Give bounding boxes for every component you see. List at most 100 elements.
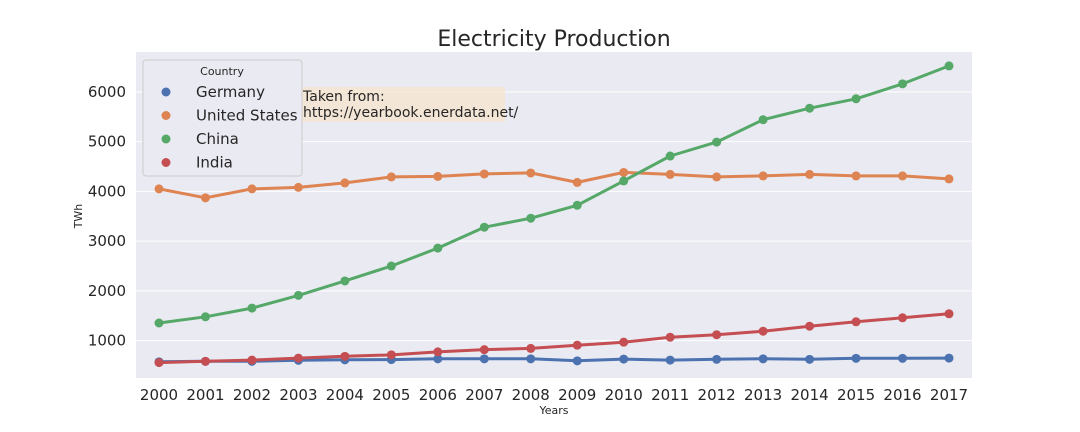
data-point-united-states	[944, 174, 954, 184]
legend-title: Country	[200, 65, 244, 78]
data-point-india	[200, 356, 210, 366]
data-point-india	[479, 345, 489, 355]
data-point-germany	[526, 354, 536, 364]
data-point-united-states	[572, 177, 582, 187]
x-tick-label: 2001	[186, 386, 224, 404]
data-point-united-states	[433, 171, 443, 181]
x-tick-label: 2015	[837, 386, 875, 404]
data-point-india	[758, 326, 768, 336]
data-point-germany	[898, 353, 908, 363]
x-tick-label: 2009	[558, 386, 596, 404]
legend-items: Germany United States China India	[161, 83, 298, 172]
data-point-china	[944, 61, 954, 71]
gridlines	[136, 91, 972, 342]
series-line-united-states	[158, 170, 950, 200]
legend-marker-germany	[161, 87, 171, 97]
chart-title: Electricity Production	[437, 27, 670, 52]
series-united-states	[154, 167, 954, 203]
x-tick-label: 2012	[698, 386, 736, 404]
x-tick-label: 2004	[326, 386, 364, 404]
x-tick-label: 2016	[883, 386, 921, 404]
data-point-united-states	[665, 169, 675, 179]
data-point-india	[572, 340, 582, 350]
data-point-china	[154, 318, 164, 328]
series-line-india	[158, 312, 950, 365]
data-point-united-states	[712, 172, 722, 182]
data-point-germany	[665, 355, 675, 365]
data-point-united-states	[200, 193, 210, 203]
data-point-india	[293, 353, 303, 363]
legend-label-united-states: United States	[196, 107, 298, 125]
data-point-china	[572, 200, 582, 210]
legend-box	[142, 59, 303, 177]
x-tick-label: 2014	[790, 386, 828, 404]
legend: Country Germany United States China India	[142, 59, 303, 177]
annotation-box	[300, 87, 505, 122]
data-point-germany	[619, 354, 629, 364]
data-point-germany	[851, 353, 861, 363]
x-tick-label: 2003	[279, 386, 317, 404]
y-tick-labels: 1000 2000 3000 4000 5000 6000	[88, 83, 126, 350]
data-point-united-states	[758, 171, 768, 181]
data-point-united-states	[293, 182, 303, 192]
y-tick-label: 3000	[88, 232, 126, 250]
annotation-line-1: Taken from:	[302, 89, 385, 105]
data-point-india	[805, 321, 815, 331]
x-tick-label: 2008	[512, 386, 550, 404]
y-tick-label: 4000	[88, 182, 126, 200]
data-point-china	[386, 261, 396, 271]
data-point-india	[340, 351, 350, 361]
annotation-line-2: https://yearbook.enerdata.net/	[303, 105, 519, 121]
data-point-india	[526, 343, 536, 353]
data-point-united-states	[619, 167, 629, 177]
data-point-germany	[572, 356, 582, 366]
data-point-china	[758, 115, 768, 125]
data-point-india	[619, 337, 629, 347]
data-point-united-states	[898, 171, 908, 181]
data-point-india	[154, 358, 164, 368]
legend-marker-united-states	[161, 111, 171, 120]
data-point-china	[247, 303, 257, 313]
series-india	[154, 309, 954, 368]
data-point-china	[479, 222, 489, 232]
data-point-united-states	[526, 168, 536, 178]
data-point-germany	[805, 354, 815, 364]
data-point-germany	[758, 354, 768, 364]
x-tick-label: 2006	[419, 386, 457, 404]
data-point-germany	[479, 354, 489, 364]
data-point-india	[433, 347, 443, 357]
data-point-china	[293, 290, 303, 300]
data-point-united-states	[805, 169, 815, 179]
data-point-china	[433, 243, 443, 253]
data-point-india	[944, 309, 954, 319]
source-annotation: Taken from: https://yearbook.enerdata.ne…	[300, 87, 519, 122]
y-tick-label: 5000	[88, 133, 126, 151]
legend-marker-china	[161, 134, 171, 144]
data-point-india	[665, 332, 675, 342]
data-point-china	[712, 137, 722, 147]
legend-marker-india	[161, 158, 171, 167]
data-point-india	[386, 350, 396, 360]
x-tick-label: 2011	[651, 386, 689, 404]
series-line-china	[158, 64, 950, 325]
data-point-united-states	[386, 172, 396, 182]
x-tick-label: 2007	[465, 386, 503, 404]
legend-label-china: China	[196, 130, 239, 148]
data-point-china	[851, 94, 861, 104]
data-point-germany	[712, 354, 722, 364]
x-tick-label: 2017	[930, 386, 968, 404]
series-group	[154, 61, 954, 368]
y-tick-label: 1000	[88, 332, 126, 350]
x-tick-label: 2005	[372, 386, 410, 404]
data-point-united-states	[479, 169, 489, 179]
y-tick-label: 2000	[88, 282, 126, 300]
x-tick-labels: 2000 2001 2002 2003 2004 2005 2006 2007 2008 2009…	[140, 386, 968, 404]
data-point-india	[247, 355, 257, 365]
x-tick-label: 2000	[140, 386, 178, 404]
data-point-china	[805, 103, 815, 113]
data-point-china	[665, 151, 675, 161]
y-tick-label: 6000	[88, 83, 126, 101]
data-point-united-states	[851, 171, 861, 181]
data-point-india	[712, 330, 722, 340]
